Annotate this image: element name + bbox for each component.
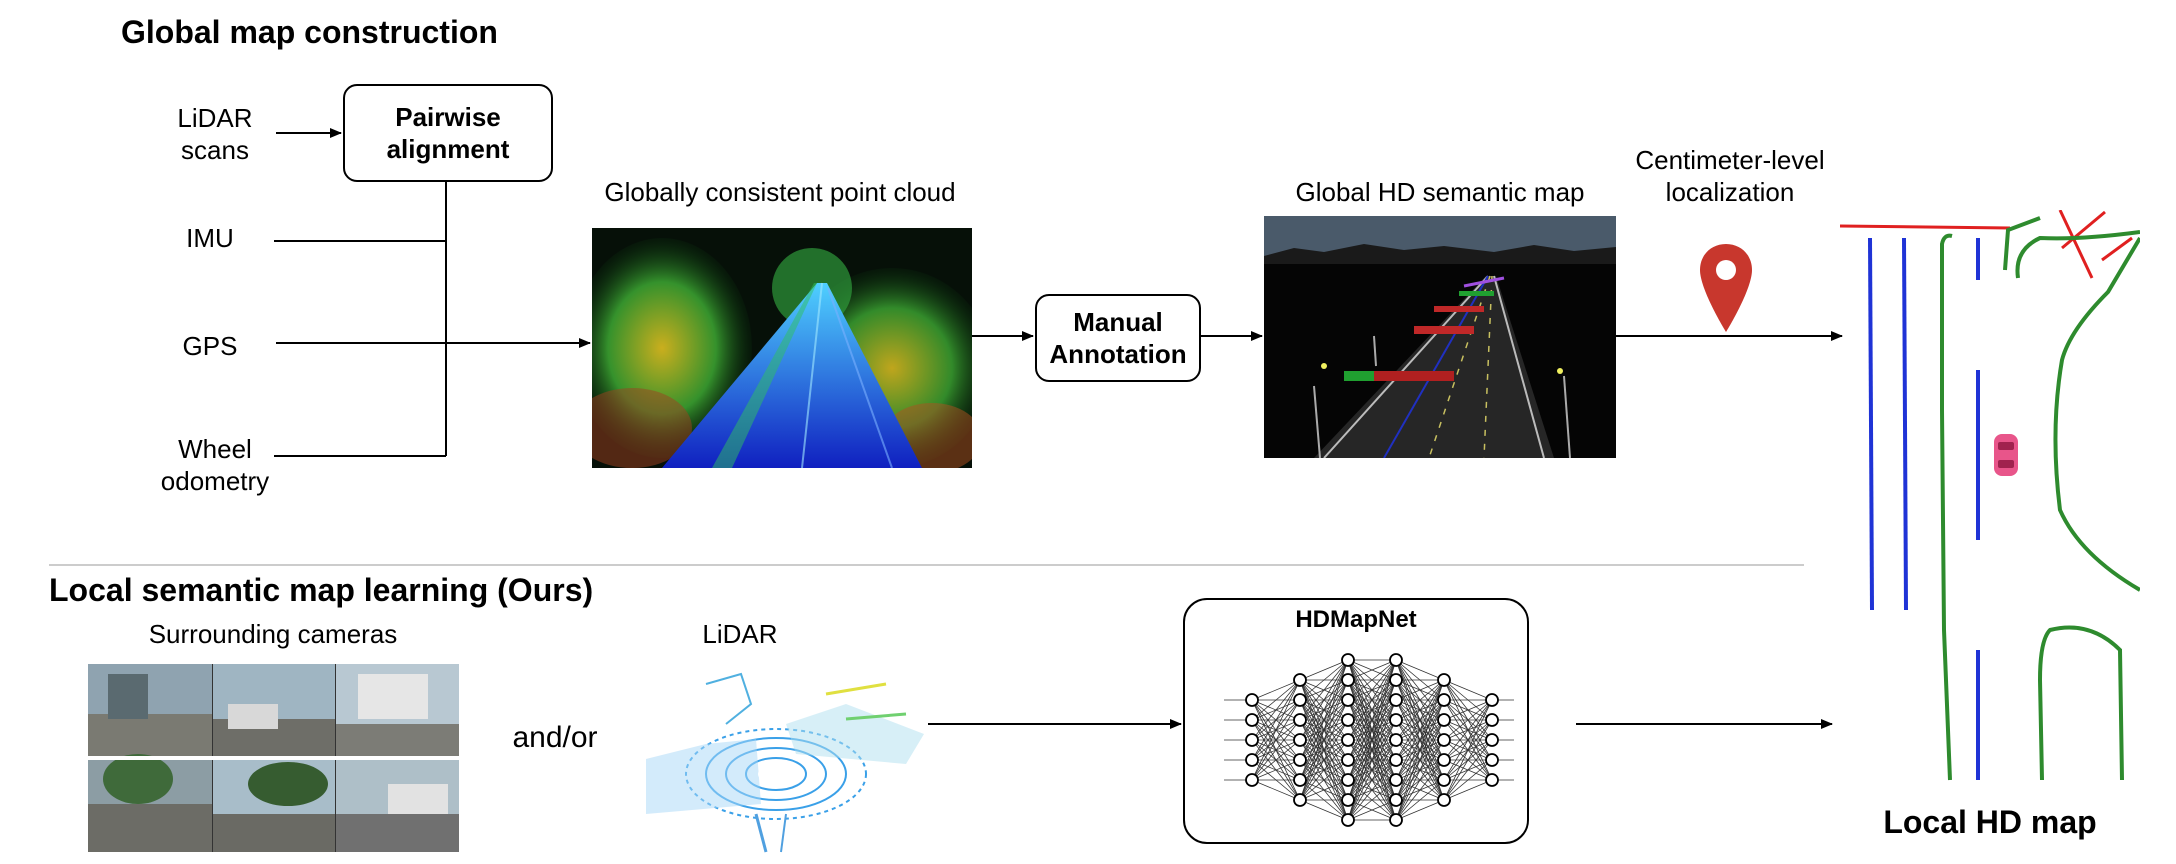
point-cloud-label: Globally consistent point cloud [604, 177, 956, 207]
nn-node [1245, 773, 1259, 787]
nn-node [1341, 693, 1355, 707]
nn-node [1389, 713, 1403, 727]
nn-node [1437, 793, 1451, 807]
nn-node [1293, 693, 1307, 707]
nn-node [1389, 693, 1403, 707]
nn-node [1485, 733, 1499, 747]
section-divider [49, 564, 1804, 566]
cameras-label: Surrounding cameras [148, 619, 398, 649]
nn-node [1341, 793, 1355, 807]
nn-node [1341, 753, 1355, 767]
nn-node [1437, 713, 1451, 727]
nn-node [1341, 673, 1355, 687]
nn-node [1389, 673, 1403, 687]
pairwise-alignment-label: Pairwise alignment [386, 102, 510, 164]
nn-node [1485, 753, 1499, 767]
nn-node [1341, 733, 1355, 747]
neural-network-icon [1220, 640, 1520, 840]
nn-node [1341, 713, 1355, 727]
surrounding-cameras-image [88, 664, 459, 852]
nn-node [1389, 733, 1403, 747]
manual-annotation-label: Manual Annotation [1049, 307, 1187, 369]
nn-node [1293, 753, 1307, 767]
nn-node [1245, 753, 1259, 767]
input-imu: IMU [186, 223, 234, 253]
nn-node [1437, 733, 1451, 747]
manual-annotation-box: Manual Annotation [1035, 294, 1201, 382]
input-lidar-scans: LiDAR scans [177, 103, 253, 165]
location-pin-icon [1700, 244, 1752, 332]
nn-node [1293, 673, 1307, 687]
localization-label: Centimeter-level localization [1635, 145, 1825, 207]
nn-node [1389, 773, 1403, 787]
nn-node [1389, 813, 1403, 827]
local-hd-map-label: Local HD map [1883, 804, 2097, 840]
lidar-label: LiDAR [702, 619, 778, 649]
nn-node [1293, 713, 1307, 727]
nn-node [1389, 753, 1403, 767]
nn-node [1437, 753, 1451, 767]
nn-node [1437, 773, 1451, 787]
nn-node [1245, 693, 1259, 707]
nn-node [1485, 773, 1499, 787]
nn-node [1245, 713, 1259, 727]
nn-node [1485, 693, 1499, 707]
nn-node [1485, 713, 1499, 727]
input-gps: GPS [182, 331, 238, 361]
global-hd-map-image [1264, 216, 1616, 458]
input-wheel-odometry: Wheel odometry [160, 434, 270, 496]
nn-node [1293, 733, 1307, 747]
car-icon [1994, 434, 2018, 476]
nn-node [1293, 793, 1307, 807]
nn-node [1437, 673, 1451, 687]
hdmapnet-box [1183, 598, 1529, 844]
lidar-bev-image [646, 664, 924, 854]
nn-node [1341, 653, 1355, 667]
global-section-title: Global map construction [121, 14, 498, 50]
nn-node [1341, 773, 1355, 787]
nn-node [1293, 773, 1307, 787]
nn-node [1389, 793, 1403, 807]
semantic-map-label: Global HD semantic map [1295, 177, 1585, 207]
nn-node [1245, 733, 1259, 747]
nn-node [1389, 653, 1403, 667]
nn-node [1437, 693, 1451, 707]
local-section-title: Local semantic map learning (Ours) [49, 572, 594, 608]
hdmapnet-label: HDMapNet [1295, 606, 1417, 633]
and-or-label: and/or [512, 721, 598, 754]
point-cloud-image [592, 228, 972, 468]
pairwise-alignment-box: Pairwise alignment [343, 84, 553, 182]
nn-node [1341, 813, 1355, 827]
local-hd-map-image [1839, 209, 2142, 790]
